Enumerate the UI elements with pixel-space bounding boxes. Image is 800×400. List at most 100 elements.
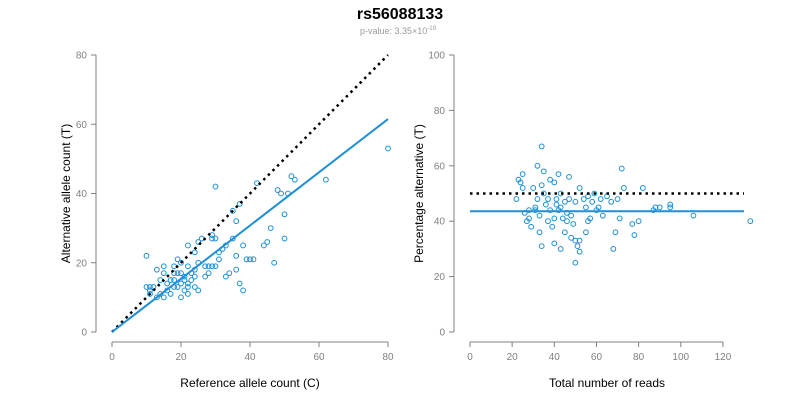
data-point [185,242,191,249]
data-point [576,237,583,244]
y-tick-label: 20 [76,258,88,269]
data-point [667,204,674,211]
data-point [542,201,549,208]
data-point [576,248,583,255]
data-point [198,235,205,242]
data-point [212,235,219,242]
x-tick-label: 20 [175,352,187,363]
data-point [580,196,587,202]
data-point [233,218,240,225]
data-point [185,291,191,297]
data-point [568,212,575,219]
data-point [281,235,288,242]
data-point [171,270,178,277]
data-point [147,287,153,294]
data-point [589,198,596,205]
data-point [147,284,153,290]
data-point [181,287,188,294]
data-point [209,235,215,242]
y-tick-label: 60 [434,161,446,172]
data-point [185,263,191,270]
data-point [164,280,171,287]
data-point [160,294,167,301]
data-point [178,270,184,277]
data-point [608,198,615,205]
y-tick-label: 0 [439,328,445,339]
data-point [595,204,602,211]
data-point [174,270,181,277]
data-point [572,237,579,244]
data-point [583,204,589,211]
data-point [614,196,621,202]
data-point [545,196,551,202]
data-point [652,204,659,211]
data-point [240,242,247,249]
data-point [202,263,209,270]
data-point [274,187,281,193]
chart-title: rs56088133 [357,6,443,23]
data-point [143,252,150,259]
data-point [547,207,553,214]
x-tick-label: 120 [715,352,732,363]
data-point [597,196,604,202]
data-point [254,180,260,187]
data-point [519,171,526,178]
data-point [233,252,240,259]
data-point [547,176,553,183]
data-point [202,273,209,280]
y-tick-label: 80 [76,51,88,62]
x-tick-label: 20 [507,352,519,363]
x-tick-label: 60 [313,352,325,363]
data-point [222,273,229,280]
data-point [583,229,589,236]
data-point [143,284,150,290]
y-axis-title: Percentage alternative (T) [412,124,426,263]
y-tick-label: 0 [81,328,87,339]
data-point [536,229,543,236]
data-point [264,239,271,245]
y-tick-label: 60 [76,120,88,131]
data-point [243,256,250,263]
data-point [267,225,274,232]
data-point [551,240,558,247]
data-point [576,185,583,191]
data-point [534,196,541,202]
data-point [526,215,532,222]
data-point [526,207,532,214]
data-point [553,201,560,208]
data-point [323,176,329,183]
data-point [587,215,594,222]
data-point [233,266,240,273]
data-point [216,256,222,263]
data-point [557,246,564,252]
data-point [557,204,564,211]
x-tick-label: 80 [382,352,394,363]
data-point [209,263,215,270]
data-point [536,212,543,219]
data-point [629,221,636,227]
y-tick-label: 40 [434,217,446,228]
data-point [610,246,617,252]
data-point [205,270,212,277]
data-point [551,215,558,222]
chart-subtitle: p-value: 3.35×10-19 [360,26,437,36]
data-point [635,218,642,225]
data-point [532,207,539,214]
data-point [656,204,663,211]
data-point [236,200,243,207]
data-point [171,277,178,283]
data-point [185,284,191,290]
data-point [385,145,391,152]
data-point [572,198,579,205]
data-point [532,204,539,211]
data-point [555,171,562,178]
data-point [271,259,278,266]
data-point [212,263,219,270]
data-point [281,211,288,218]
subtitle-exponent: -19 [427,26,436,32]
data-point [517,179,524,186]
data-point [616,215,623,222]
x-tick-label: 40 [549,352,561,363]
data-point [570,221,577,227]
